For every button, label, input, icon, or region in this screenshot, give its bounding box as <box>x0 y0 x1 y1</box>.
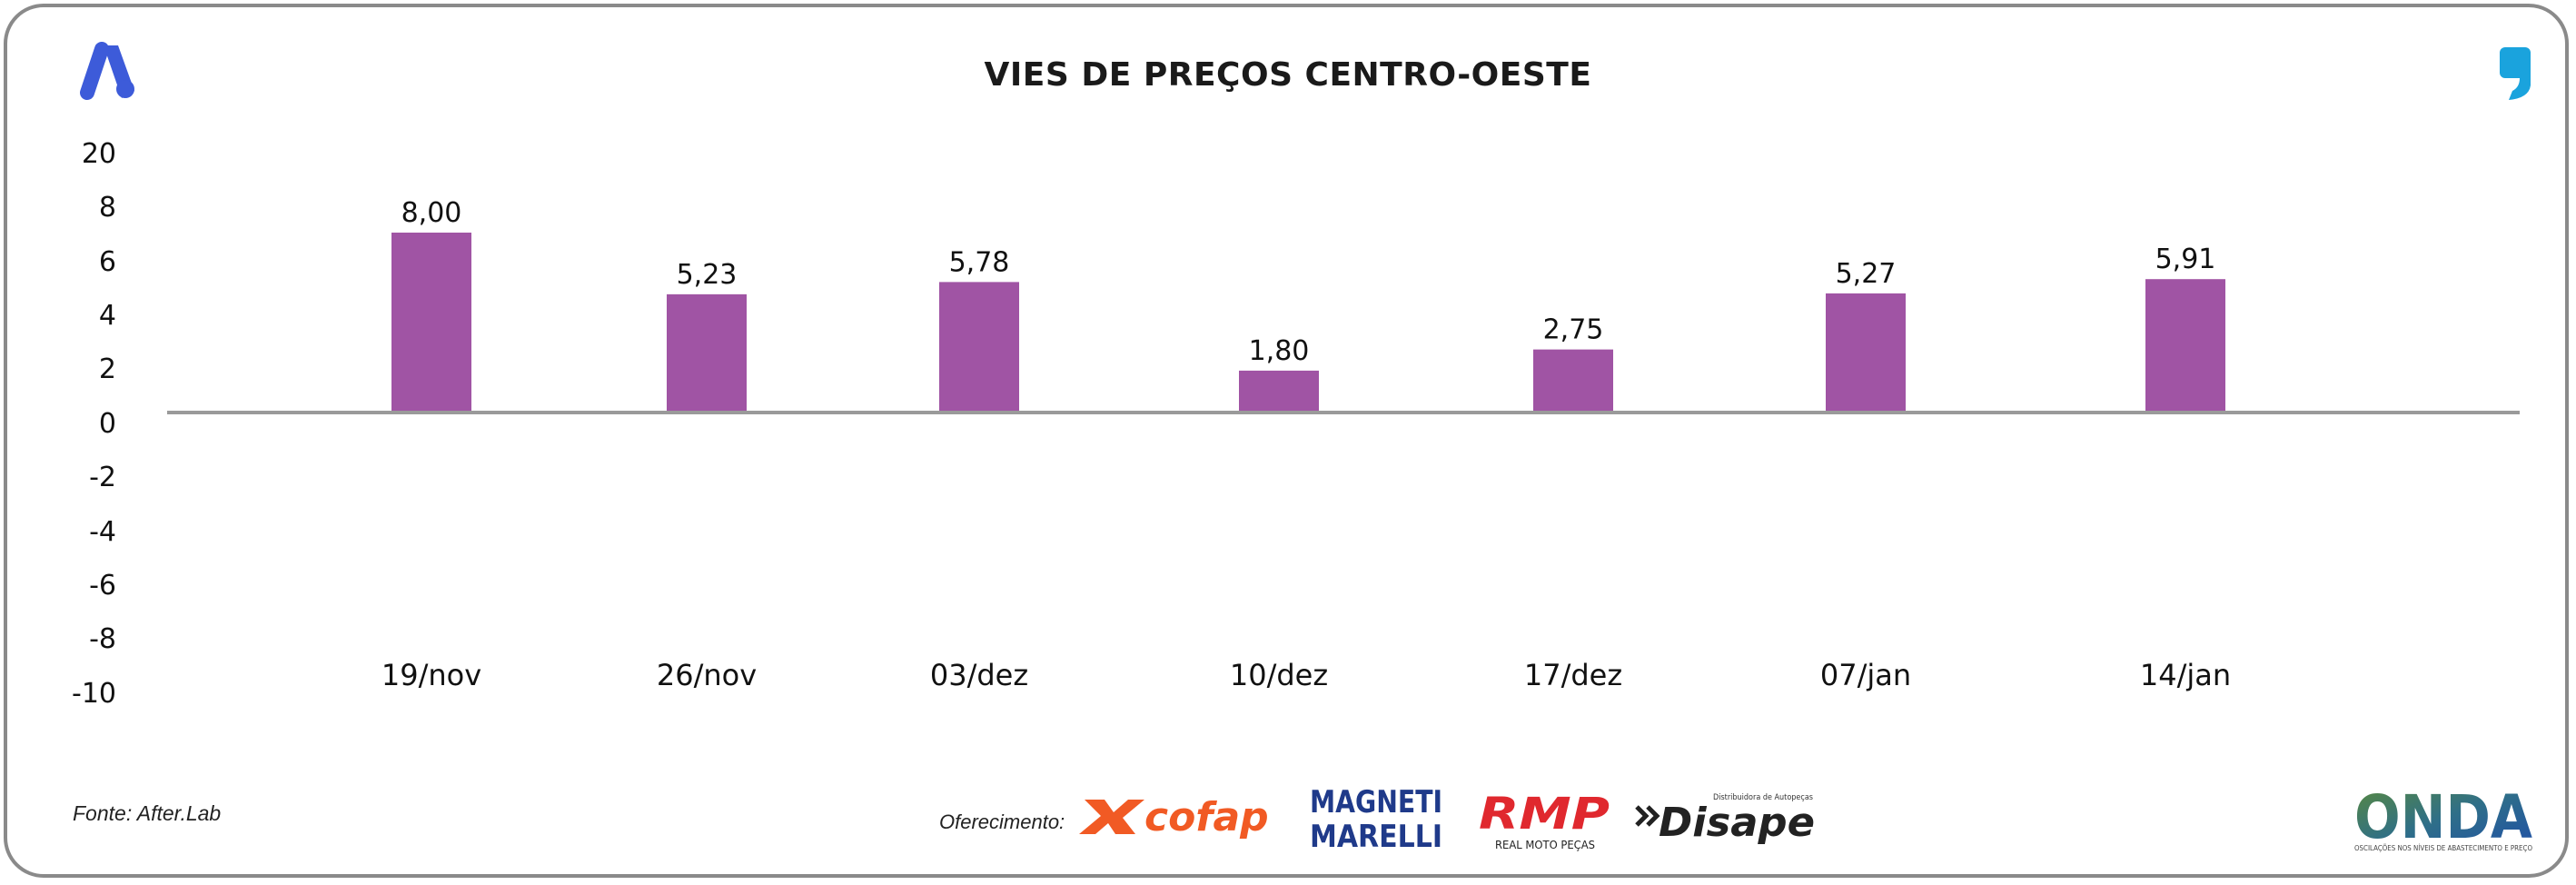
bar-14/jan <box>2145 279 2225 411</box>
y-tick-label: -8 <box>89 623 116 655</box>
onda-tagline: OSCILAÇÕES NOS NÍVEIS DE ABASTECIMENTO E… <box>2354 842 2532 852</box>
data-label: 8,00 <box>401 197 462 229</box>
y-tick-label: -10 <box>72 678 116 710</box>
disape-logo: Distribuidora de Autopeças Disape <box>1635 793 1815 846</box>
x-category-label: 10/dez <box>1230 658 1328 692</box>
rmp-logo: RMP REAL MOTO PEÇAS <box>1479 789 1610 851</box>
y-tick-label: 2 <box>99 353 116 385</box>
data-label: 1,80 <box>1249 335 1310 367</box>
rmp-text: RMP <box>1479 789 1610 840</box>
data-label: 5,78 <box>949 246 1010 278</box>
rmp-subtitle: REAL MOTO PEÇAS <box>1495 839 1595 851</box>
y-tick-label: -2 <box>89 462 116 493</box>
bar-19/nov <box>391 233 471 411</box>
x-category-label: 17/dez <box>1524 658 1622 692</box>
marelli-text: MARELLI <box>1310 819 1442 850</box>
y-tick-label: 6 <box>99 246 116 278</box>
bar-26/nov <box>667 293 747 411</box>
x-category-label: 07/jan <box>1820 658 1911 692</box>
after-lab-a-logo-icon <box>80 42 134 100</box>
bar-07/jan <box>1826 293 1906 411</box>
y-tick-label: 8 <box>99 192 116 224</box>
y-tick-label: -4 <box>89 516 116 548</box>
cofap-logo: cofap <box>1079 794 1269 840</box>
chart-frame <box>4 4 2569 878</box>
bar-03/dez <box>939 282 1019 411</box>
cofap-text: cofap <box>1144 794 1269 840</box>
data-label: 5,27 <box>1836 258 1897 290</box>
y-tick-label: 20 <box>82 138 116 170</box>
bar-10/dez <box>1239 370 1319 411</box>
bar-17/dez <box>1533 349 1613 411</box>
x-category-label: 14/jan <box>2140 658 2231 692</box>
x-category-label: 19/nov <box>381 658 481 692</box>
y-tick-label: 4 <box>99 300 116 332</box>
quote-mark-logo-icon <box>2500 47 2531 100</box>
data-label: 5,91 <box>2155 244 2216 275</box>
disape-text: Disape <box>1659 800 1815 846</box>
x-category-label: 03/dez <box>930 658 1028 692</box>
magneti-text: MAGNETI <box>1310 784 1442 820</box>
source-note: Fonte: After.Lab <box>73 801 222 825</box>
sponsor-label: Oferecimento: <box>939 810 1065 833</box>
onda-logo: ONDA OSCILAÇÕES NOS NÍVEIS DE ABASTECIME… <box>2354 783 2532 852</box>
x-category-label: 26/nov <box>657 658 757 692</box>
data-label: 2,75 <box>1543 314 1604 346</box>
disape-subtitle: Distribuidora de Autopeças <box>1713 793 1813 802</box>
data-label: 5,23 <box>677 259 738 291</box>
y-tick-label: 0 <box>99 408 116 440</box>
chart-title: VIES DE PREÇOS CENTRO-OESTE <box>984 56 1592 94</box>
y-tick-label: -6 <box>89 570 116 602</box>
magneti-marelli-logo: MAGNETI MARELLI <box>1310 784 1442 850</box>
onda-text: ONDA <box>2354 783 2532 852</box>
